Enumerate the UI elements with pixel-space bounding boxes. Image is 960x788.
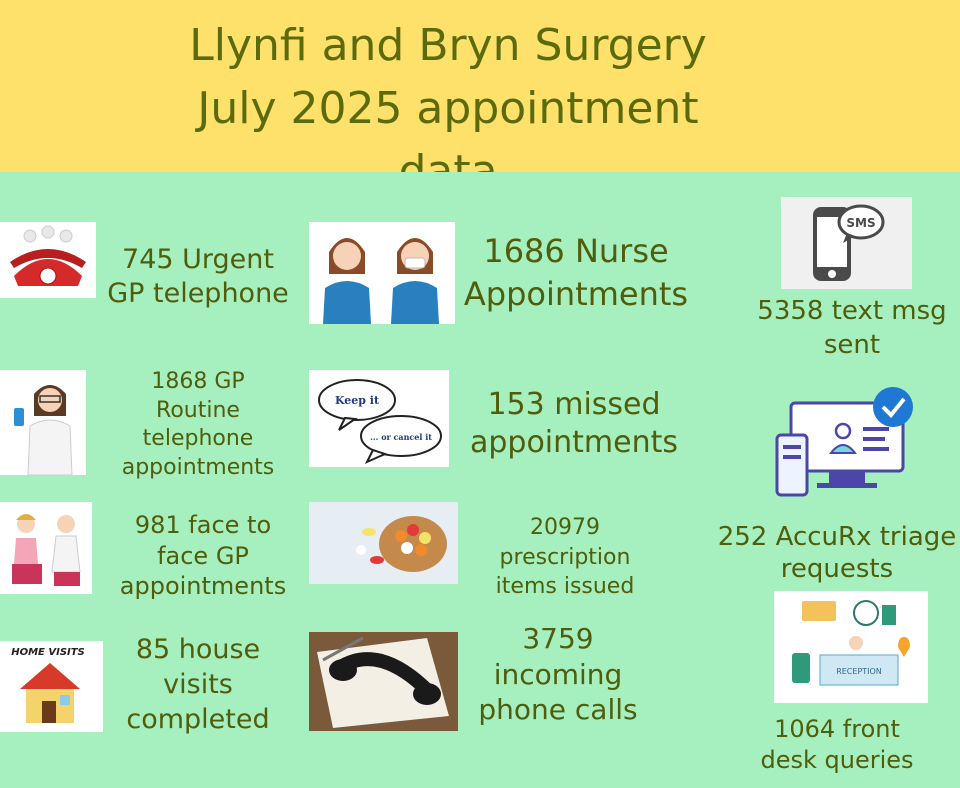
sms-phone-icon: SMS — [781, 197, 912, 289]
home-visits-image: HOME VISITS — [0, 641, 103, 732]
sms-badge-text: SMS — [846, 216, 875, 230]
face-to-face-image — [0, 502, 92, 594]
doctor-phone-image — [0, 370, 86, 475]
reception-sign: RECEPTION — [836, 667, 882, 676]
accurx-triage-stat: 252 AccuRx triage requests — [717, 522, 957, 584]
missed-appointments-stat: 153 missed appointments — [469, 387, 679, 460]
keep-it-text: Keep it — [335, 394, 380, 407]
house-visits-stat: 85 house visits completed — [126, 634, 270, 735]
header-banner: Llynfi and Bryn Surgery July 2025 appoin… — [0, 0, 960, 197]
accurx-computer-icon — [771, 385, 921, 501]
prescriptions-stat: 20979 prescription items issued — [495, 515, 635, 599]
urgent-gp-stat: 745 Urgent GP telephone — [107, 244, 289, 309]
nurses-image — [309, 222, 455, 324]
phone-receiver-image — [309, 632, 458, 731]
text-messages-stat: 5358 text msg sent — [757, 296, 947, 360]
nurse-appointments-stat: 1686 Nurse Appointments — [463, 232, 689, 313]
reception-desk-image: RECEPTION — [774, 591, 928, 703]
face-to-face-stat: 981 face to face GP appointments — [119, 511, 287, 600]
pills-bowl-image — [309, 502, 458, 584]
routine-gp-stat: 1868 GP Routine telephone appointments — [121, 369, 275, 480]
home-visits-label: HOME VISITS — [11, 647, 85, 658]
cancel-it-text: ... or cancel it — [370, 432, 432, 442]
keep-or-cancel-image: Keep it ... or cancel it — [309, 370, 449, 467]
telephone-image — [0, 222, 96, 298]
incoming-calls-stat: 3759 incoming phone calls — [478, 622, 638, 726]
front-desk-stat: 1064 front desk queries — [760, 715, 914, 774]
